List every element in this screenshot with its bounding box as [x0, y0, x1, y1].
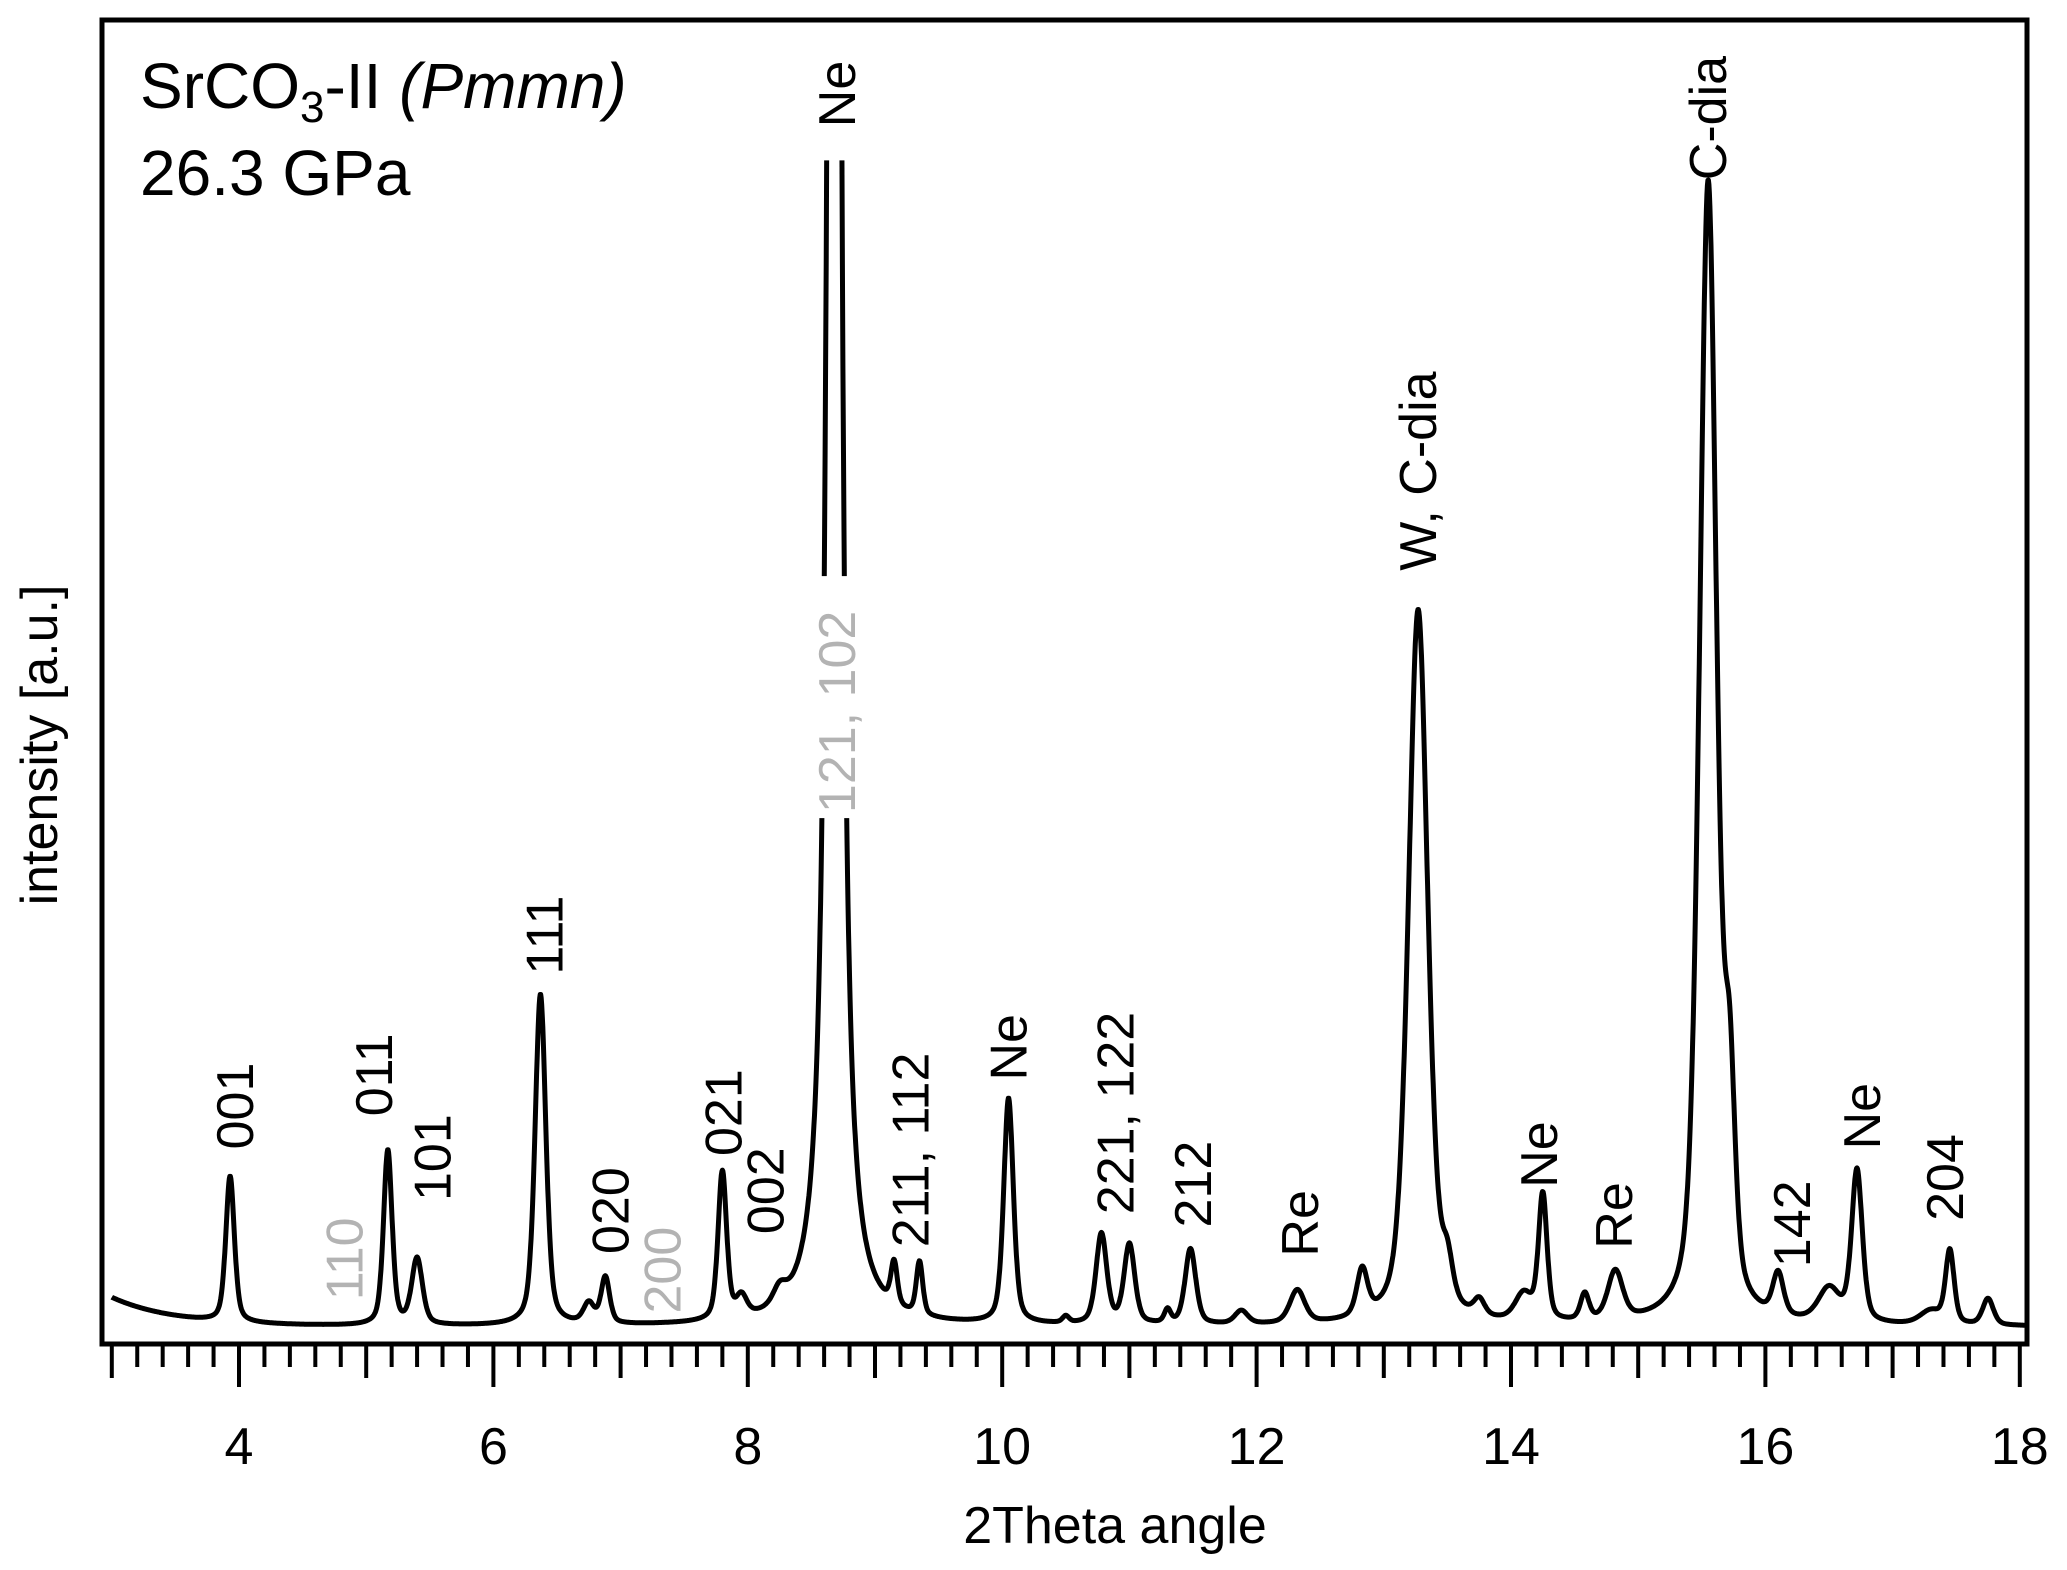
- x-tick-label: 8: [733, 1418, 762, 1476]
- peak-label-text: Re: [1586, 1182, 1644, 1248]
- chart-title-pressure: 26.3 GPa: [140, 137, 411, 209]
- label-knockout: [810, 576, 863, 819]
- peak-label: Re: [1586, 1182, 1644, 1248]
- peak-label-text: Ne: [1834, 1083, 1892, 1149]
- peak-label: W, C-dia: [1390, 371, 1448, 570]
- x-axis-ticks: [109, 1344, 2022, 1387]
- peak-label-text: 020: [582, 1167, 640, 1254]
- peak-label-text: 002: [738, 1147, 796, 1234]
- diffraction-curve: [109, 160, 2027, 1328]
- peak-label-text: Re: [1272, 1190, 1330, 1256]
- x-tick-label: 10: [973, 1418, 1031, 1476]
- peak-label-text: 204: [1917, 1134, 1975, 1221]
- peak-label-text: 211, 112: [883, 1053, 941, 1248]
- peak-label: Re: [1272, 1190, 1330, 1256]
- peak-label-text: 101: [404, 1114, 462, 1201]
- peak-label-text: 021: [696, 1069, 754, 1156]
- peak-label: 221, 122: [1087, 1012, 1145, 1214]
- peak-label-text: 110: [317, 1217, 375, 1300]
- spectrum-layer: [109, 160, 2027, 1328]
- peak-label: 204: [1917, 1134, 1975, 1221]
- peak-label-text: Ne: [809, 61, 867, 127]
- y-axis-title: intensity [a.u.]: [11, 585, 69, 906]
- peak-label: 110: [317, 1217, 375, 1300]
- peak-label: 121, 102: [809, 576, 867, 819]
- peak-label: Ne: [809, 61, 867, 127]
- peak-label: 212: [1165, 1141, 1223, 1228]
- peak-label: Ne: [1511, 1121, 1569, 1187]
- peak-label: 002: [738, 1147, 796, 1234]
- peak-label-text: 111: [516, 896, 574, 975]
- x-tick-label: 18: [1991, 1418, 2049, 1476]
- peak-label: C-dia: [1680, 56, 1738, 180]
- x-tick-label: 16: [1736, 1418, 1794, 1476]
- x-tick-label: 6: [479, 1418, 508, 1476]
- peak-label-text: 142: [1764, 1180, 1822, 1267]
- peak-label: Ne: [981, 1014, 1039, 1080]
- peak-label: Ne: [1834, 1083, 1892, 1149]
- peak-label-text: 011: [346, 1033, 404, 1116]
- peak-label: 020: [582, 1167, 640, 1254]
- peak-label: 021: [696, 1069, 754, 1156]
- peak-label: 101: [404, 1114, 462, 1201]
- peak-label-text: 121, 102: [809, 611, 867, 813]
- peak-label-text: Ne: [981, 1014, 1039, 1080]
- peak-label: 011: [346, 1033, 404, 1116]
- peak-label-text: 212: [1165, 1141, 1223, 1228]
- peak-label: 200: [635, 1227, 693, 1314]
- peak-label: 111: [516, 896, 574, 975]
- peak-label: 001: [207, 1063, 265, 1150]
- x-tick-label: 12: [1228, 1418, 1286, 1476]
- peak-label-text: Ne: [1511, 1121, 1569, 1187]
- peak-label: 142: [1764, 1180, 1822, 1267]
- plot-frame: [99, 17, 2030, 1347]
- peak-label-text: C-dia: [1680, 56, 1738, 180]
- peak-label-text: 200: [635, 1227, 693, 1314]
- peak-label-text: 001: [207, 1063, 265, 1150]
- x-tick-label: 4: [225, 1418, 254, 1476]
- peak-label-text: W, C-dia: [1390, 371, 1448, 570]
- x-axis-tick-labels: 4 6 8 10 12 14 16 18: [225, 1418, 2049, 1476]
- x-axis-title: 2Theta angle: [963, 1497, 1267, 1555]
- x-tick-label: 14: [1482, 1418, 1540, 1476]
- peak-label-text: 221, 122: [1087, 1012, 1145, 1214]
- peak-label: 211, 112: [883, 1053, 941, 1248]
- chart-title-compound: SrCO3-II (Pmmn): [140, 50, 627, 132]
